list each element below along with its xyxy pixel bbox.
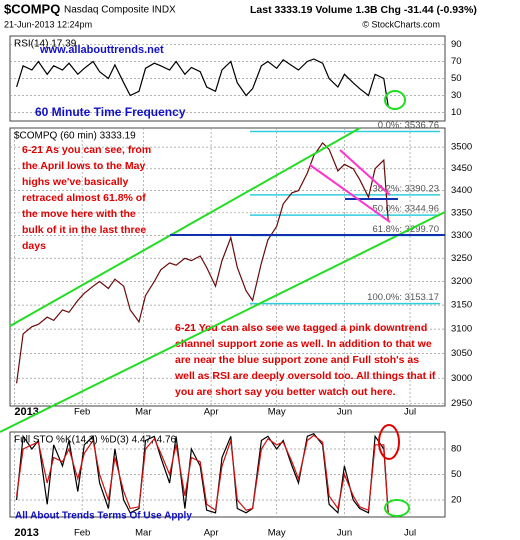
- source: © StockCharts.com: [362, 19, 440, 29]
- panel-title: RSI(14) 17.39: [14, 39, 77, 50]
- panel-title: Full STO %K(14,3) %D(3) 4.47, 4.76: [14, 435, 177, 446]
- fib-label: 100.0%: 3153.17: [367, 292, 439, 303]
- drawn-annotations: [0, 90, 446, 517]
- y-tick-label: 3150: [451, 300, 472, 311]
- x-tick-label: Jun: [337, 528, 352, 539]
- x-tick-label: Jun: [337, 407, 352, 418]
- note-line: 6-21 As you can see, from: [22, 144, 151, 156]
- y-tick-label: 80: [451, 444, 462, 455]
- x-tick-label: Mar: [135, 528, 151, 539]
- x-tick-label: Jul: [404, 528, 416, 539]
- x-tick-label: Mar: [135, 407, 151, 418]
- panel-frame: [9, 127, 446, 407]
- y-tick-label: 3100: [451, 324, 472, 335]
- x-tick-label: Apr: [204, 407, 219, 418]
- y-tick-label: 70: [451, 56, 462, 67]
- y-tick-label: 50: [451, 469, 462, 480]
- x-tick-label: 2013: [14, 406, 38, 418]
- note-line: the April lows to the May: [22, 160, 145, 172]
- y-tick-label: 30: [451, 90, 462, 101]
- note-line: bulk of it in the last three: [22, 224, 146, 236]
- y-tick-label: 20: [451, 495, 462, 506]
- note-line: highs we've basically: [22, 176, 129, 188]
- quote: Last 3333.19 Volume 1.3B Chg -31.44 (-0.…: [250, 4, 477, 16]
- note-line: well as RSI are deeply oversold too. All…: [174, 370, 436, 382]
- note-line: 6-21 You can also see we tagged a pink d…: [175, 322, 427, 334]
- note-line: the move here with the: [22, 208, 136, 220]
- panel-title: $COMPQ (60 min) 3333.19: [14, 131, 136, 142]
- y-tick-label: 10: [451, 107, 462, 118]
- x-tick-label: Apr: [204, 528, 219, 539]
- y-tick-label: 2950: [451, 398, 472, 409]
- annotation: All About Trends Terms Of Use Apply: [15, 511, 192, 522]
- annotation: 60 Minute Time Frequency: [35, 105, 186, 119]
- drawn-shape: [339, 149, 391, 196]
- security-name: Nasdaq Composite INDX: [64, 5, 176, 16]
- y-tick-label: 3400: [451, 185, 472, 196]
- y-tick-label: 3000: [451, 373, 472, 384]
- x-tick-label: Feb: [74, 528, 90, 539]
- note-line: you are short say you better watch out h…: [175, 386, 396, 398]
- x-tick-label: May: [268, 528, 286, 539]
- x-tick-label: Feb: [74, 407, 90, 418]
- series-line: [16, 58, 389, 107]
- series-line: [16, 432, 389, 515]
- fib-label: 38.2%: 3390.23: [372, 183, 439, 194]
- drawn-shape: [378, 424, 400, 460]
- annotation: www.allabouttrends.net: [39, 44, 164, 56]
- note-line: retraced almost 61.8% of: [22, 192, 146, 204]
- y-tick-label: 3250: [451, 253, 472, 264]
- series-line: [16, 141, 389, 384]
- x-tick-label: Jul: [404, 407, 416, 418]
- drawn-shape: [384, 90, 406, 110]
- x-tick-label: May: [268, 407, 286, 418]
- y-tick-label: 3050: [451, 348, 472, 359]
- y-tick-label: 3500: [451, 142, 472, 153]
- y-tick-label: 3200: [451, 276, 472, 287]
- drawn-shape: [9, 127, 361, 327]
- fib-label: 61.8%: 3299.70: [372, 224, 439, 235]
- series-line: [16, 434, 389, 514]
- drawn-shape: [0, 211, 446, 433]
- x-tick-label: 2013: [14, 527, 38, 539]
- note-line: days: [22, 240, 46, 252]
- fib-label: 50.0%: 3344.96: [372, 204, 439, 215]
- drawn-shape: [309, 164, 391, 223]
- y-tick-label: 3450: [451, 163, 472, 174]
- y-tick-label: 50: [451, 73, 462, 84]
- fib-label: 0.0%: 3536.76: [378, 120, 439, 131]
- y-tick-label: 3350: [451, 207, 472, 218]
- note-line: are near the blue support zone and Full …: [175, 354, 419, 366]
- y-tick-label: 90: [451, 39, 462, 50]
- y-tick-label: 3300: [451, 230, 472, 241]
- drawn-shape: [384, 499, 410, 517]
- timestamp: 21-Jun-2013 12:24pm: [4, 19, 92, 29]
- symbol: $COMPQ: [4, 1, 60, 16]
- note-line: channel support zone as well. In additio…: [175, 338, 432, 350]
